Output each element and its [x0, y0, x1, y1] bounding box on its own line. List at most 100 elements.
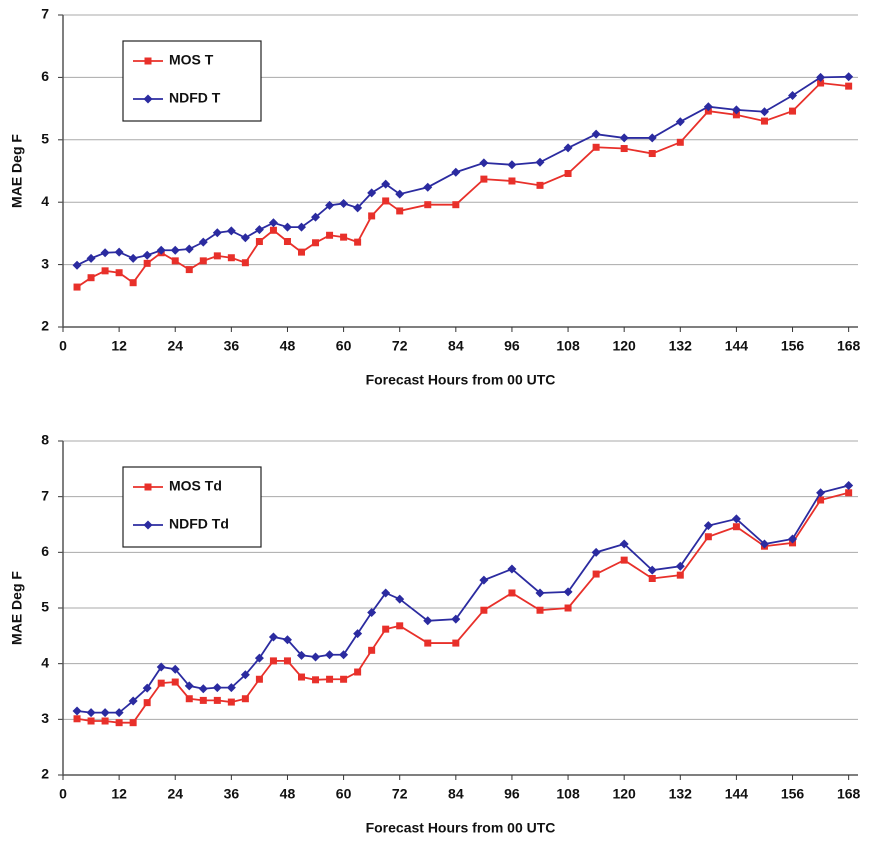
marker — [675, 561, 685, 571]
marker — [845, 489, 853, 497]
legend-label: NDFD T — [169, 90, 221, 106]
marker — [297, 650, 306, 660]
y-tick-label: 5 — [41, 599, 49, 615]
y-tick-label: 6 — [41, 68, 49, 84]
marker — [452, 639, 460, 647]
marker — [339, 198, 349, 208]
marker — [100, 708, 110, 718]
marker — [676, 571, 684, 579]
marker — [563, 143, 573, 153]
marker — [282, 635, 292, 645]
marker — [816, 488, 826, 498]
marker — [535, 588, 545, 598]
x-tick-label: 168 — [837, 338, 861, 354]
marker — [198, 684, 208, 694]
marker — [354, 668, 362, 676]
marker — [213, 252, 221, 260]
marker — [144, 483, 152, 491]
marker — [620, 556, 628, 564]
marker — [367, 607, 377, 617]
marker — [143, 520, 153, 530]
marker — [212, 228, 222, 238]
marker — [507, 160, 517, 170]
marker — [479, 158, 489, 168]
marker — [298, 248, 305, 256]
marker — [368, 646, 376, 654]
marker — [269, 226, 277, 234]
marker — [759, 107, 769, 117]
y-tick-label: 2 — [41, 318, 49, 334]
legend-label: MOS T — [169, 52, 214, 68]
marker — [72, 260, 82, 270]
marker — [268, 632, 278, 642]
marker — [101, 267, 109, 275]
marker — [171, 678, 179, 686]
marker — [423, 182, 433, 192]
marker — [87, 274, 95, 282]
marker — [536, 181, 544, 189]
marker — [340, 233, 348, 241]
marker — [592, 570, 600, 578]
marker — [114, 247, 124, 257]
marker — [311, 212, 321, 222]
marker — [143, 259, 151, 267]
marker — [73, 715, 81, 723]
marker — [451, 614, 461, 624]
marker — [170, 664, 180, 674]
y-tick-label: 6 — [41, 543, 49, 559]
marker — [156, 245, 166, 255]
x-tick-label: 72 — [392, 338, 408, 354]
marker — [254, 225, 264, 235]
marker — [157, 679, 165, 687]
series-line — [76, 491, 849, 724]
x-tick-label: 60 — [336, 786, 352, 802]
marker — [114, 708, 124, 718]
marker — [72, 706, 82, 716]
marker — [648, 150, 656, 158]
marker — [283, 238, 291, 246]
y-axis-title: MAE Deg F — [9, 134, 25, 208]
marker — [591, 547, 601, 557]
marker — [731, 514, 741, 524]
legend: MOS Td NDFD Td — [122, 466, 262, 548]
x-tick-label: 96 — [504, 786, 520, 802]
marker — [115, 269, 123, 277]
legend-box — [122, 40, 262, 122]
marker — [508, 589, 516, 597]
marker — [142, 683, 152, 693]
marker — [480, 606, 488, 614]
chart: 2 3 4 5 6 7 0 12 24 36 48 60 72 84 96 108 120 132 144 156 16… — [9, 6, 861, 388]
marker — [703, 521, 713, 531]
marker — [241, 695, 249, 703]
marker — [226, 226, 236, 236]
marker — [311, 652, 321, 662]
marker — [129, 719, 137, 727]
marker — [648, 574, 656, 582]
marker — [255, 238, 263, 246]
x-tick-label: 48 — [280, 786, 296, 802]
marker — [844, 72, 854, 82]
marker — [326, 231, 334, 239]
marker — [381, 588, 391, 598]
marker — [424, 201, 432, 209]
marker — [381, 179, 391, 189]
marker — [396, 622, 404, 630]
x-tick-label: 96 — [504, 338, 520, 354]
marker — [564, 169, 572, 177]
marker — [325, 650, 335, 660]
marker — [171, 257, 179, 265]
marker — [185, 266, 193, 274]
x-tick-label: 24 — [167, 786, 183, 802]
legend: MOS T NDFD T — [122, 40, 262, 122]
x-tick-label: 24 — [167, 338, 183, 354]
x-tick-label: 144 — [725, 786, 749, 802]
marker — [143, 94, 153, 104]
marker — [676, 138, 684, 146]
x-tick-label: 84 — [448, 786, 464, 802]
x-axis-title: Forecast Hours from 00 UTC — [366, 372, 556, 388]
marker — [101, 717, 109, 725]
marker — [185, 695, 193, 703]
marker — [213, 696, 221, 704]
marker — [143, 699, 151, 707]
x-tick-label: 36 — [224, 786, 240, 802]
